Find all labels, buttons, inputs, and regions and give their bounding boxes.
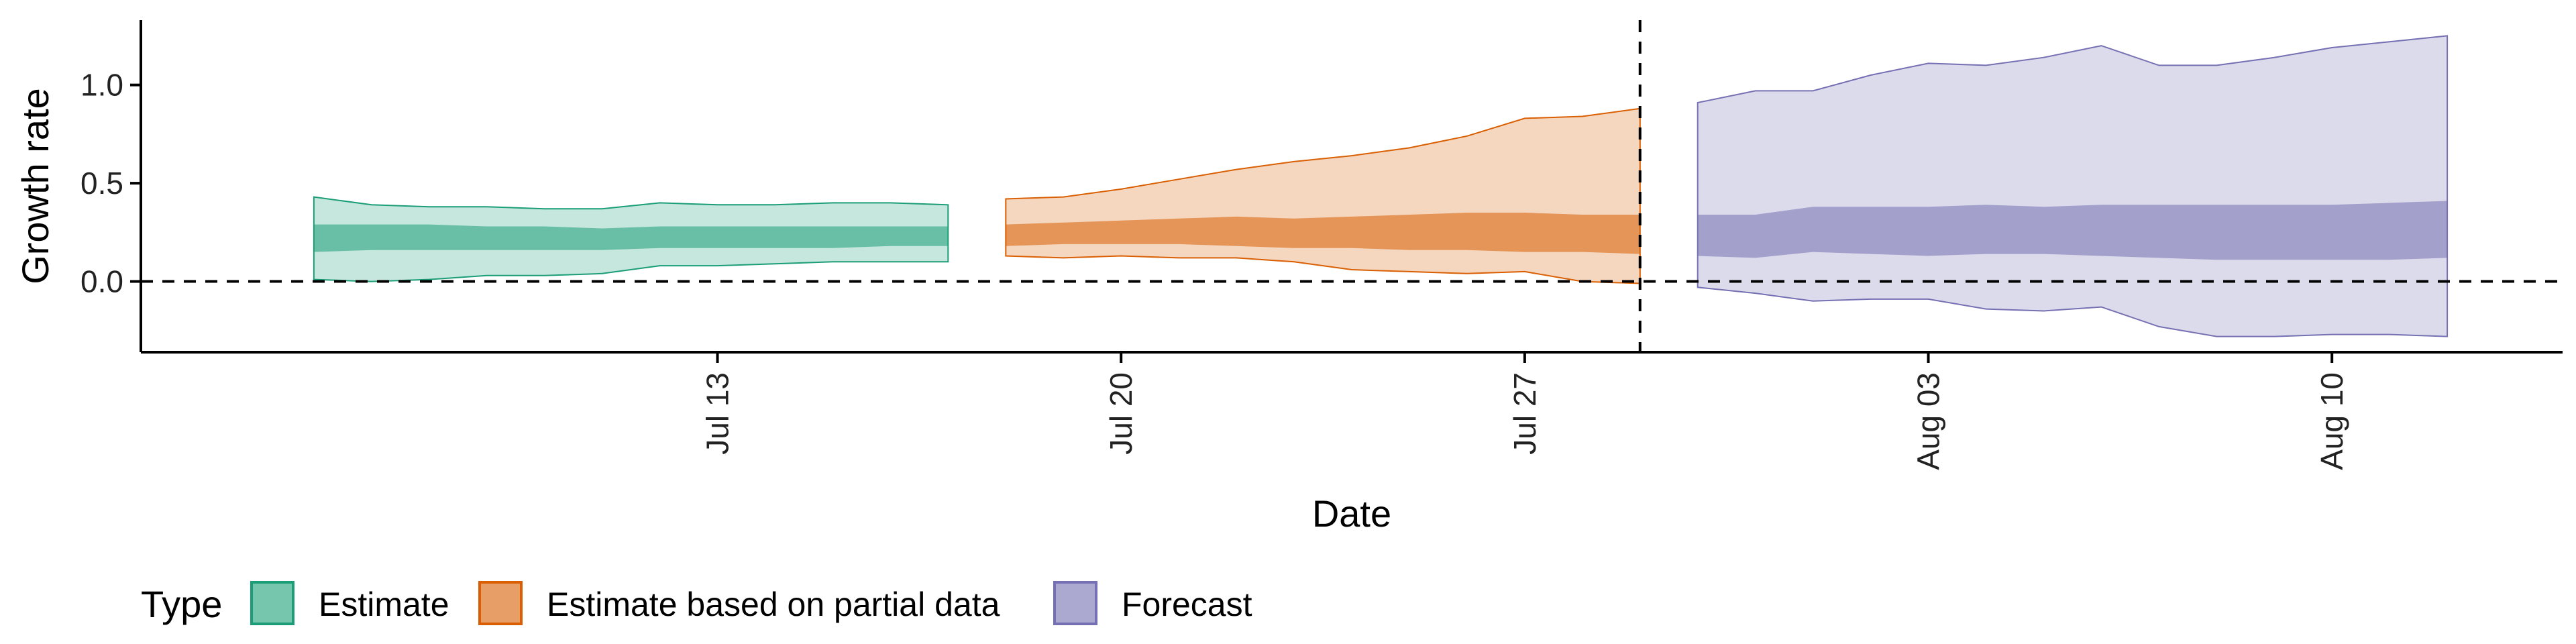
legend-label-forecast: Forecast bbox=[1122, 586, 1252, 623]
band-outer-estimate-based-on-partial-data bbox=[1005, 107, 1641, 284]
legend: Type Estimate Estimate based on partial d… bbox=[141, 581, 1252, 625]
y-tick-label: 1.0 bbox=[80, 68, 123, 103]
y-axis-title: Growth rate bbox=[14, 88, 56, 284]
legend-label-estimate: Estimate bbox=[319, 586, 449, 623]
reference-lines-layer bbox=[141, 20, 2563, 352]
band-inner-forecast bbox=[1697, 201, 2448, 260]
x-tick-label: Jul 27 bbox=[1507, 372, 1542, 455]
y-tick-label: 0.0 bbox=[80, 264, 123, 299]
x-axis-title: Date bbox=[1312, 492, 1391, 535]
x-tick-label: Aug 03 bbox=[1911, 372, 1946, 470]
legend-swatch-forecast bbox=[1053, 581, 1097, 625]
band-outer-forecast bbox=[1697, 35, 2449, 337]
x-ticks: Jul 13 Jul 20 Jul 27 Aug 03 Aug 10 bbox=[700, 352, 2349, 470]
x-tick-label: Jul 13 bbox=[700, 372, 735, 455]
bands-layer bbox=[313, 35, 2449, 337]
legend-title: Type bbox=[141, 583, 222, 625]
legend-swatch-estimate bbox=[250, 581, 294, 625]
x-tick-label: Jul 20 bbox=[1104, 372, 1138, 455]
y-ticks: 0.0 0.5 1.0 bbox=[80, 68, 141, 299]
x-tick-label: Aug 10 bbox=[2314, 372, 2349, 470]
axes-layer bbox=[140, 20, 2563, 354]
legend-swatch-estimate-based-on-partial-data bbox=[478, 581, 523, 625]
y-tick-label: 0.5 bbox=[80, 166, 123, 201]
legend-label-estimate-based-on-partial-data: Estimate based on partial data bbox=[547, 586, 1000, 623]
band-inner-estimate bbox=[313, 224, 949, 252]
band-inner-estimate-based-on-partial-data bbox=[1006, 213, 1640, 254]
